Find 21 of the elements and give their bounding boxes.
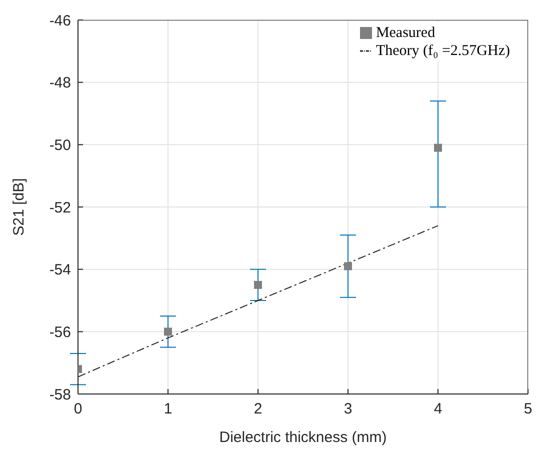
y-tick-label: -48 [49,74,71,92]
x-tick-label: 5 [524,400,532,418]
point [344,262,352,270]
y-tick-label: -50 [49,136,71,154]
point [434,144,442,152]
x-tick-label: 2 [254,400,262,418]
x-axis-title: Dielectric thickness (mm) [219,429,387,446]
y-axis-title: S21 [dB] [10,178,28,236]
y-tick-label: -46 [49,12,71,30]
x-tick-label: 1 [164,400,172,418]
y-tick-label: -52 [49,199,71,216]
point [254,280,262,289]
y-tick-label: -56 [49,324,71,341]
y-tick-label: -54 [49,262,71,279]
point [164,328,172,336]
x-tick-label: 0 [74,400,82,418]
legend-label: Measured [376,25,436,41]
legend-label: Theory (f₀ =2.57GHz) [376,43,510,59]
x-tick-label: 4 [434,400,442,418]
y-tick-label: -58 [49,386,71,404]
x-tick-label: 3 [344,400,352,418]
